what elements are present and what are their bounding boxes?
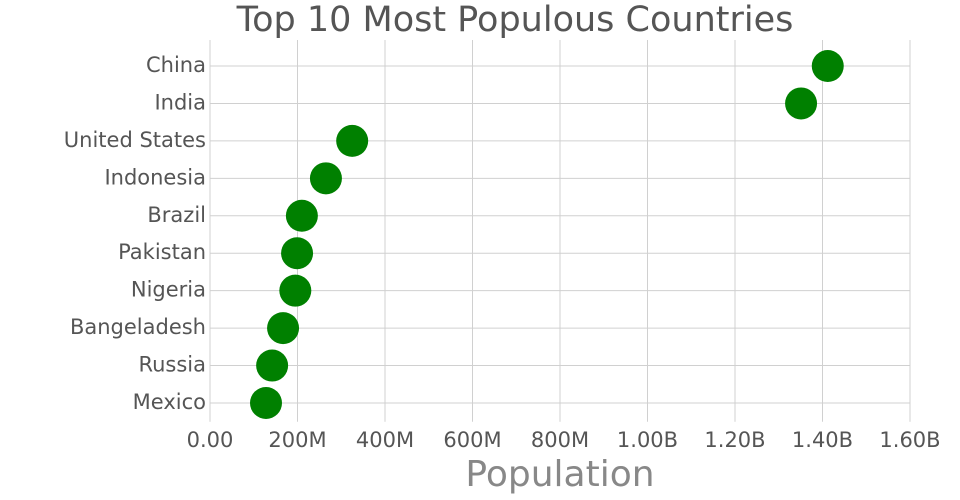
y-tick-label: China <box>146 53 206 77</box>
dot <box>250 386 282 419</box>
y-tick-label: Indonesia <box>104 165 206 189</box>
chart-title: Top 10 Most Populous Countries <box>236 0 794 40</box>
x-axis-title: Population <box>465 454 654 495</box>
dot <box>285 199 318 232</box>
dot <box>336 124 369 157</box>
x-tick-label: 800M <box>531 428 589 452</box>
dot <box>279 274 312 307</box>
dot <box>256 349 289 382</box>
y-tick-label: Nigeria <box>131 278 206 302</box>
y-tick-label: Russia <box>138 353 206 377</box>
dot <box>267 312 300 345</box>
x-tick-label: 1.60B <box>879 428 940 452</box>
y-tick-label: Brazil <box>147 203 206 227</box>
y-tick-label: Pakistan <box>118 240 206 264</box>
dot <box>281 237 314 270</box>
x-tick-label: 200M <box>268 428 326 452</box>
x-tick-label: 1.40B <box>792 428 853 452</box>
dot <box>785 87 818 120</box>
y-tick-label: Mexico <box>133 390 206 414</box>
x-tick-label: 400M <box>356 428 414 452</box>
x-tick-label: 1.20B <box>704 428 765 452</box>
x-tick-label: 600M <box>443 428 501 452</box>
y-tick-label: India <box>154 90 206 114</box>
x-tick-label: 1.00B <box>617 428 678 452</box>
dot <box>309 162 342 195</box>
dot <box>811 50 844 83</box>
y-tick-label: United States <box>64 128 206 152</box>
x-tick-label: 0.00 <box>187 428 234 452</box>
y-tick-label: Bangeladesh <box>70 315 206 339</box>
